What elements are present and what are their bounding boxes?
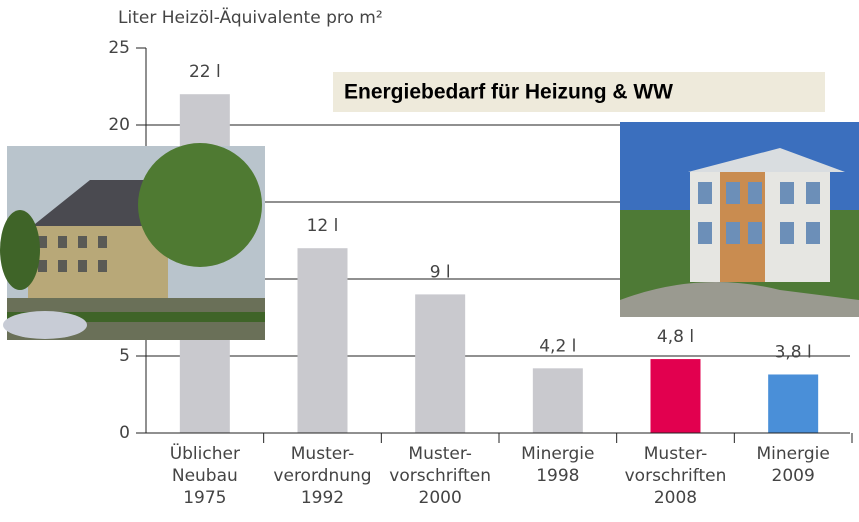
x-tick-label: 1975 xyxy=(183,488,226,508)
x-tick-label: Minergie xyxy=(757,444,830,464)
x-tick-label: Üblicher xyxy=(170,442,240,464)
bar xyxy=(415,294,465,433)
y-axis-label: Liter Heizöl-Äquivalente pro m² xyxy=(118,7,383,28)
photo-old-building xyxy=(0,143,265,340)
value-label: 22 l xyxy=(189,62,221,82)
y-tick-label: 0 xyxy=(119,423,130,443)
value-label: 3,8 l xyxy=(775,342,812,362)
x-tick-label: verordnung xyxy=(273,466,371,486)
bar xyxy=(533,368,583,433)
x-tick-label: 2009 xyxy=(772,466,815,486)
bar xyxy=(651,359,701,433)
value-label: 12 l xyxy=(307,216,339,236)
y-tick-label: 20 xyxy=(108,115,130,135)
x-tick-label: Muster- xyxy=(408,444,471,464)
value-label: 4,8 l xyxy=(657,327,694,347)
x-tick-label: 2000 xyxy=(419,488,462,508)
x-tick-label: Neubau xyxy=(172,466,238,486)
x-tick-label: 1992 xyxy=(301,488,344,508)
y-tick-label: 25 xyxy=(108,38,130,58)
chart-title: Energiebedarf für Heizung & WW xyxy=(344,81,673,104)
y-tick-label: 5 xyxy=(119,346,130,366)
x-tick-label: vorschriften xyxy=(389,466,491,486)
bar xyxy=(768,374,818,433)
photo-new-house xyxy=(620,122,859,317)
value-label: 9 l xyxy=(430,262,451,282)
x-tick-label: 2008 xyxy=(654,488,697,508)
x-tick-label: vorschriften xyxy=(625,466,727,486)
x-tick-label: 1998 xyxy=(536,466,579,486)
x-tick-label: Minergie xyxy=(521,444,594,464)
chart: 051015202522 lÜblicherNeubau197512 lMust… xyxy=(0,0,859,522)
value-label: 4,2 l xyxy=(539,336,576,356)
x-tick-label: Muster- xyxy=(291,444,354,464)
x-tick-label: Muster- xyxy=(644,444,707,464)
bar xyxy=(298,248,348,433)
